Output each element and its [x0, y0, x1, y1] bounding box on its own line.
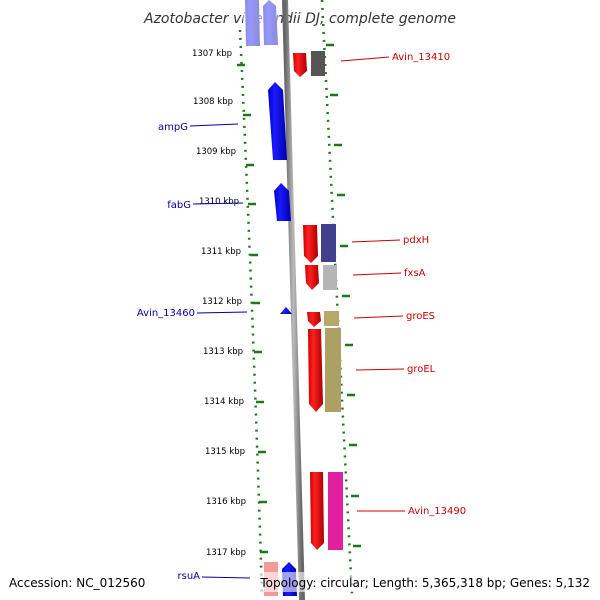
gene-arrow[interactable]	[243, 0, 279, 46]
gene-arrow[interactable]	[268, 82, 287, 160]
gene-label-fxsA[interactable]: fxsA	[404, 268, 426, 279]
gene-label-ampG[interactable]: ampG	[158, 122, 188, 133]
kbp-label: 1314 kbp	[204, 397, 244, 407]
kbp-label: 1307 kbp	[192, 49, 232, 59]
gene-arrow[interactable]	[310, 472, 324, 550]
kbp-label: 1310 kbp	[199, 197, 239, 207]
gene-label-fabG[interactable]: fabG	[167, 200, 191, 211]
gene-label-Avin_13410[interactable]: Avin_13410	[392, 52, 450, 63]
gene-label-rsuA[interactable]: rsuA	[178, 571, 201, 582]
gene-label-pdxH[interactable]: pdxH	[403, 235, 429, 246]
right-gene-labels	[340, 56, 405, 512]
genome-summary-text: Topology: circular; Length: 5,365,318 bp…	[259, 576, 590, 590]
kbp-label: 1311 kbp	[201, 247, 241, 257]
gene-arrow[interactable]	[293, 53, 307, 77]
kbp-label: 1312 kbp	[202, 297, 242, 307]
label-leader-line	[351, 239, 401, 243]
feature-box[interactable]	[321, 224, 336, 262]
gene-label-groEL[interactable]: groEL	[407, 364, 436, 375]
gene-arrow[interactable]	[274, 183, 291, 221]
gene-arrow[interactable]	[303, 225, 318, 263]
kbp-label: 1316 kbp	[206, 497, 246, 507]
kbp-label: 1308 kbp	[193, 97, 233, 107]
kbp-label: 1309 kbp	[196, 147, 236, 157]
feature-boxes	[311, 51, 343, 550]
label-leader-line	[189, 123, 239, 127]
gene-label-Avin_13460[interactable]: Avin_13460	[137, 308, 195, 319]
feature-box[interactable]	[324, 311, 339, 326]
kbp-label: 1313 kbp	[203, 347, 243, 357]
gene-arrow[interactable]	[307, 312, 321, 327]
label-leader-line	[340, 56, 390, 62]
inner-ruler-track	[238, 29, 264, 596]
gene-label-Avin_13490[interactable]: Avin_13490	[408, 506, 466, 517]
kbp-labels: 1307 kbp 1308 kbp 1309 kbp 1310 kbp 1311…	[192, 49, 246, 558]
map-title: Azotobacter vinelandii DJ, complete geno…	[143, 11, 456, 27]
kbp-label: 1317 kbp	[206, 548, 246, 558]
accession-text: Accession: NC_012560	[9, 576, 145, 590]
genome-backbone	[282, 0, 305, 600]
label-leader-line	[196, 311, 248, 314]
gene-label-groES[interactable]: groES	[406, 311, 435, 322]
feature-box[interactable]	[328, 472, 343, 550]
label-leader-line	[201, 576, 251, 579]
kbp-label: 1315 kbp	[205, 447, 245, 457]
feature-box[interactable]	[325, 328, 341, 412]
label-leader-line	[192, 202, 244, 205]
label-leader-line	[353, 315, 404, 319]
ruler-tracks	[237, 0, 361, 596]
outer-ruler-track	[320, 0, 354, 596]
feature-box[interactable]	[311, 51, 325, 76]
gene-arrow[interactable]	[305, 265, 319, 290]
label-leader-line	[352, 272, 402, 276]
gene-arrow[interactable]	[280, 307, 292, 314]
reverse-strand-genes	[243, 0, 297, 596]
gene-arrow[interactable]	[308, 329, 323, 412]
label-leader-line	[355, 368, 405, 371]
footer-backdrop	[258, 572, 594, 592]
left-gene-labels	[189, 123, 251, 579]
feature-box[interactable]	[323, 265, 337, 290]
